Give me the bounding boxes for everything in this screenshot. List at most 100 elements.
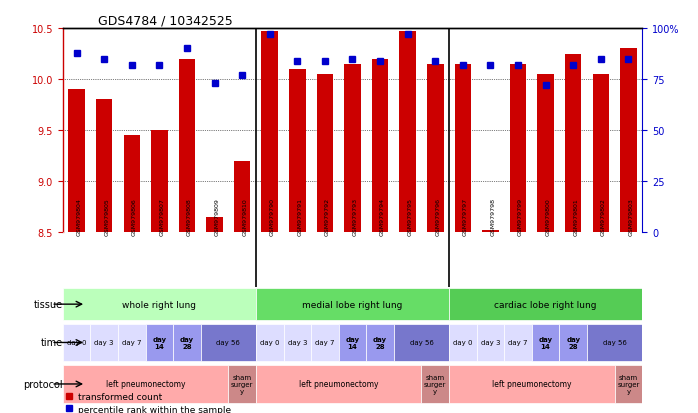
Text: GSM979806: GSM979806: [132, 198, 137, 235]
FancyBboxPatch shape: [283, 324, 311, 361]
Text: GSM979791: GSM979791: [297, 197, 302, 235]
Bar: [234, 161, 251, 233]
FancyBboxPatch shape: [91, 324, 118, 361]
Text: left pneumonectomy: left pneumonectomy: [106, 380, 186, 389]
Bar: [593, 75, 609, 233]
FancyBboxPatch shape: [532, 324, 559, 361]
Bar: [68, 90, 85, 233]
Bar: [151, 131, 168, 233]
Text: GSM979804: GSM979804: [77, 198, 82, 235]
Text: GSM979793: GSM979793: [352, 197, 357, 235]
Text: GSM979792: GSM979792: [325, 197, 330, 235]
Text: GSM979802: GSM979802: [601, 198, 606, 235]
Text: day 0: day 0: [260, 339, 279, 346]
Text: day 0: day 0: [67, 339, 87, 346]
Text: GSM979795: GSM979795: [408, 197, 413, 235]
Bar: [317, 75, 333, 233]
FancyBboxPatch shape: [587, 324, 642, 361]
Text: protocol: protocol: [23, 379, 63, 389]
FancyBboxPatch shape: [146, 324, 173, 361]
Text: GSM979808: GSM979808: [187, 198, 192, 235]
Text: GSM979810: GSM979810: [242, 198, 247, 235]
Bar: [124, 136, 140, 233]
Text: GSM979809: GSM979809: [214, 198, 220, 235]
Text: tissue: tissue: [34, 299, 63, 309]
Text: GSM979798: GSM979798: [491, 197, 496, 235]
Text: day 56: day 56: [216, 339, 240, 346]
Text: day
28: day 28: [180, 336, 194, 349]
Text: sham
surger
y: sham surger y: [424, 374, 447, 394]
Text: GSM979799: GSM979799: [518, 197, 523, 235]
FancyBboxPatch shape: [201, 324, 256, 361]
FancyBboxPatch shape: [118, 324, 146, 361]
FancyBboxPatch shape: [256, 289, 449, 320]
Text: day
28: day 28: [566, 336, 580, 349]
Text: day
14: day 14: [152, 336, 166, 349]
Text: day
28: day 28: [373, 336, 387, 349]
Text: day
14: day 14: [346, 336, 359, 349]
Text: day 7: day 7: [508, 339, 528, 346]
Bar: [620, 49, 637, 233]
Bar: [399, 32, 416, 233]
FancyBboxPatch shape: [63, 366, 228, 403]
Text: day 56: day 56: [602, 339, 627, 346]
FancyBboxPatch shape: [256, 324, 283, 361]
Text: GSM979803: GSM979803: [628, 198, 633, 235]
FancyBboxPatch shape: [63, 324, 91, 361]
Text: GSM979805: GSM979805: [104, 198, 109, 235]
Bar: [96, 100, 112, 233]
Text: day 7: day 7: [122, 339, 142, 346]
Text: sham
surger
y: sham surger y: [231, 374, 253, 394]
Text: day 3: day 3: [288, 339, 307, 346]
Bar: [537, 75, 554, 233]
Text: day
14: day 14: [539, 336, 553, 349]
Bar: [207, 218, 223, 233]
FancyBboxPatch shape: [559, 324, 587, 361]
FancyBboxPatch shape: [228, 366, 256, 403]
Text: GSM979800: GSM979800: [546, 198, 551, 235]
Text: medial lobe right lung: medial lobe right lung: [302, 300, 403, 309]
FancyBboxPatch shape: [256, 366, 422, 403]
Text: GSM979796: GSM979796: [436, 197, 440, 235]
Bar: [454, 64, 471, 233]
Text: GSM979801: GSM979801: [573, 198, 578, 235]
Bar: [427, 64, 443, 233]
Text: time: time: [40, 338, 63, 348]
FancyBboxPatch shape: [614, 366, 642, 403]
Text: sham
surger
y: sham surger y: [617, 374, 639, 394]
Text: GDS4784 / 10342525: GDS4784 / 10342525: [98, 15, 232, 28]
Text: day 7: day 7: [315, 339, 334, 346]
FancyBboxPatch shape: [449, 289, 642, 320]
FancyBboxPatch shape: [366, 324, 394, 361]
Bar: [179, 59, 195, 233]
Text: GSM979790: GSM979790: [269, 197, 275, 235]
Text: day 3: day 3: [94, 339, 114, 346]
FancyBboxPatch shape: [311, 324, 339, 361]
Text: day 0: day 0: [453, 339, 473, 346]
Text: GSM979794: GSM979794: [380, 197, 385, 235]
FancyBboxPatch shape: [339, 324, 366, 361]
Bar: [344, 64, 361, 233]
Bar: [482, 231, 498, 233]
FancyBboxPatch shape: [394, 324, 449, 361]
Text: transformed count: transformed count: [78, 392, 163, 401]
Bar: [565, 55, 581, 233]
Text: whole right lung: whole right lung: [122, 300, 196, 309]
FancyBboxPatch shape: [449, 324, 477, 361]
FancyBboxPatch shape: [504, 324, 532, 361]
Text: left pneumonectomy: left pneumonectomy: [492, 380, 572, 389]
Bar: [510, 64, 526, 233]
Bar: [372, 59, 388, 233]
Bar: [262, 32, 278, 233]
FancyBboxPatch shape: [63, 289, 256, 320]
Bar: [289, 70, 306, 233]
FancyBboxPatch shape: [449, 366, 614, 403]
FancyBboxPatch shape: [477, 324, 504, 361]
FancyBboxPatch shape: [422, 366, 449, 403]
Text: percentile rank within the sample: percentile rank within the sample: [78, 405, 231, 413]
Text: GSM979807: GSM979807: [159, 198, 164, 235]
Text: cardiac lobe right lung: cardiac lobe right lung: [494, 300, 597, 309]
Text: GSM979797: GSM979797: [463, 197, 468, 235]
Text: left pneumonectomy: left pneumonectomy: [299, 380, 378, 389]
FancyBboxPatch shape: [173, 324, 201, 361]
